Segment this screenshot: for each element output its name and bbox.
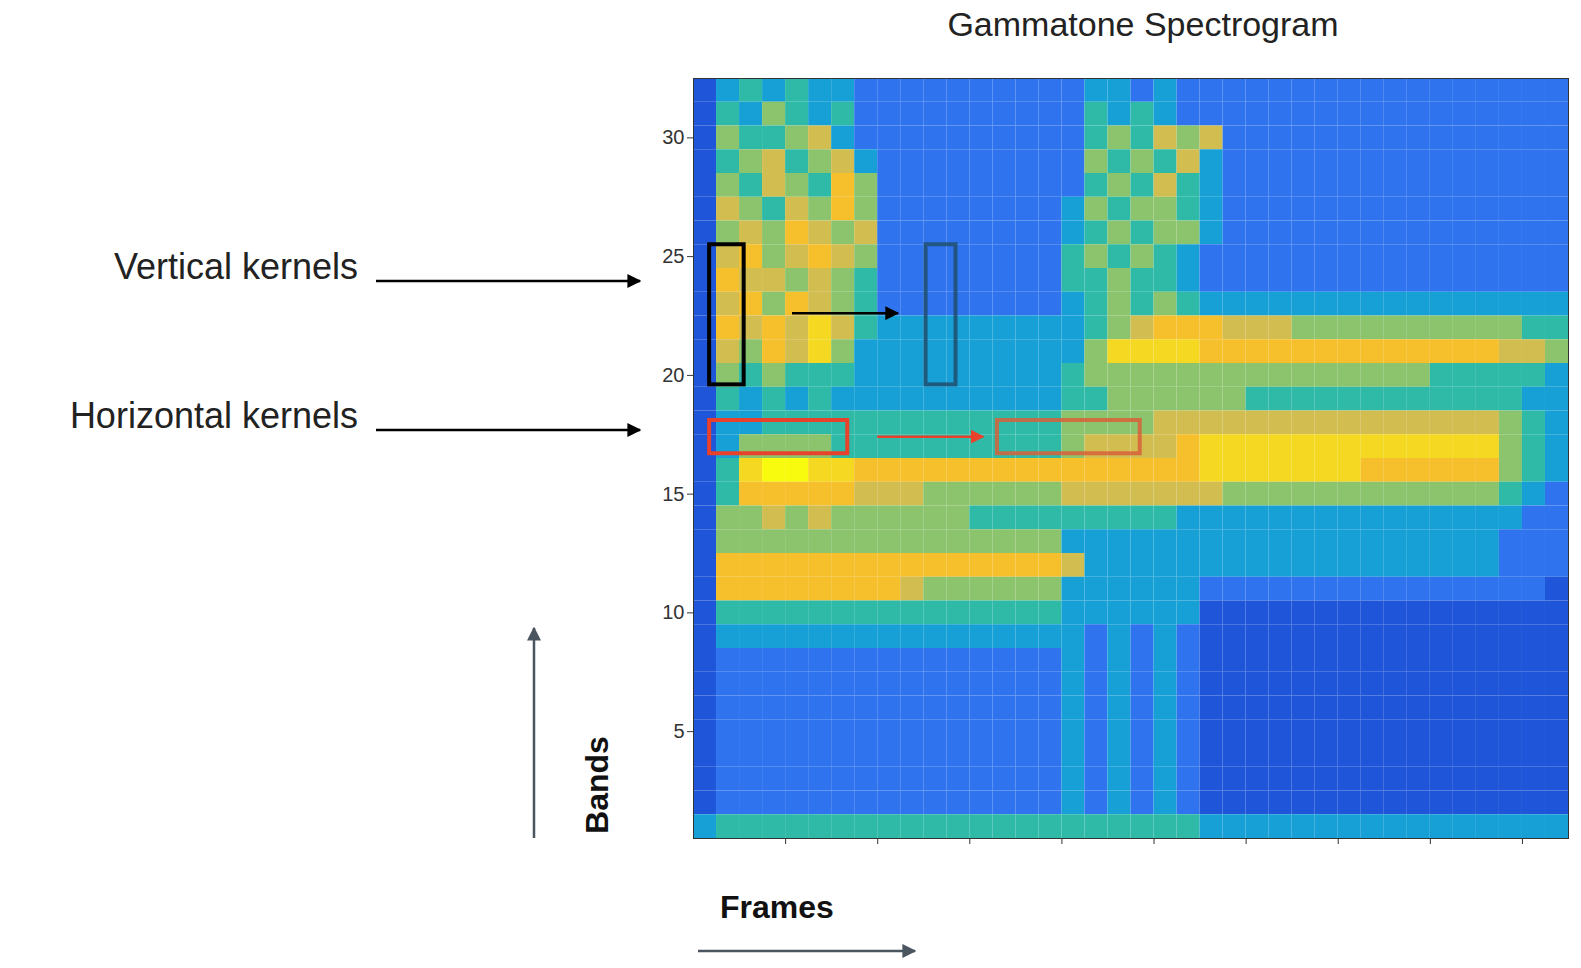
svg-text:10: 10: [662, 601, 684, 623]
svg-text:Horizontal kernels: Horizontal kernels: [70, 395, 358, 436]
svg-text:30: 30: [662, 126, 684, 148]
svg-text:15: 15: [662, 483, 684, 505]
svg-text:25: 25: [662, 245, 684, 267]
svg-text:Bands: Bands: [579, 736, 615, 834]
svg-text:20: 20: [662, 364, 684, 386]
svg-text:Gammatone Spectrogram: Gammatone Spectrogram: [947, 5, 1338, 43]
svg-text:5: 5: [673, 720, 684, 742]
svg-text:Vertical kernels: Vertical kernels: [114, 246, 358, 287]
svg-text:Frames: Frames: [720, 889, 834, 925]
